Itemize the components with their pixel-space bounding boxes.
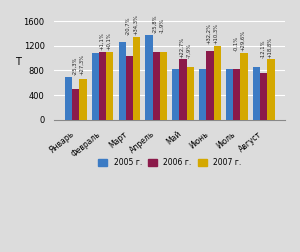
Text: +10,3%: +10,3%: [214, 23, 219, 44]
Bar: [240, 53, 248, 120]
Text: +0,1%: +0,1%: [106, 32, 111, 50]
Bar: [133, 37, 140, 120]
Bar: [106, 52, 113, 120]
Text: +32,2%: +32,2%: [206, 23, 211, 44]
Text: +29,6%: +29,6%: [241, 30, 245, 51]
Bar: [267, 59, 274, 120]
Bar: [226, 69, 233, 120]
Text: -12,1%: -12,1%: [260, 39, 265, 57]
Bar: [65, 77, 72, 120]
Bar: [199, 69, 206, 120]
Text: +22,7%: +22,7%: [179, 36, 184, 57]
Bar: [153, 52, 160, 120]
Text: -25,8%: -25,8%: [153, 14, 158, 33]
Text: -20,7%: -20,7%: [126, 16, 131, 35]
Text: -0,1%: -0,1%: [233, 36, 238, 51]
Bar: [146, 35, 153, 120]
Text: -25,3%: -25,3%: [72, 56, 77, 75]
Text: +1,1%: +1,1%: [99, 32, 104, 50]
Bar: [179, 59, 187, 120]
Bar: [260, 73, 267, 120]
Bar: [233, 69, 240, 120]
Bar: [206, 51, 214, 120]
Bar: [72, 89, 79, 120]
Bar: [92, 53, 99, 120]
Text: -7,9%: -7,9%: [187, 42, 192, 57]
Text: -1,9%: -1,9%: [160, 18, 165, 33]
Bar: [253, 67, 260, 120]
Bar: [172, 69, 179, 120]
Bar: [126, 56, 133, 120]
Text: +18,8%: +18,8%: [267, 36, 272, 57]
Bar: [118, 42, 126, 120]
Text: +27,3%: +27,3%: [80, 54, 84, 75]
Bar: [187, 67, 194, 120]
Text: +34,3%: +34,3%: [133, 14, 138, 35]
Bar: [214, 46, 221, 120]
Y-axis label: Т: Т: [15, 57, 21, 67]
Legend: 2005 г., 2006 г., 2007 г.: 2005 г., 2006 г., 2007 г.: [95, 155, 244, 170]
Bar: [160, 52, 167, 120]
Bar: [99, 52, 106, 120]
Bar: [79, 79, 87, 120]
